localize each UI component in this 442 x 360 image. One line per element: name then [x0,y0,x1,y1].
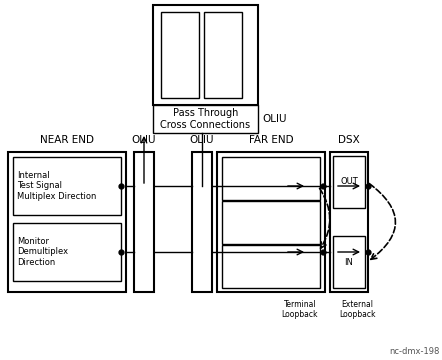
Text: Monitor
Demultiplex
Direction: Monitor Demultiplex Direction [17,237,68,267]
Text: FAR END: FAR END [249,135,293,145]
Bar [222,201,320,244]
Bar [333,156,365,208]
Text: Terminal
Loopback: Terminal Loopback [282,300,318,319]
Bar [134,152,154,292]
Bar [161,12,199,98]
Bar [222,245,320,288]
Bar [222,157,320,200]
Text: OLIU: OLIU [262,114,286,124]
Bar [153,5,258,105]
Bar [217,152,325,292]
Text: External
Loopback: External Loopback [339,300,375,319]
Bar [330,152,368,292]
Text: Pass Through
Cross Connections: Pass Through Cross Connections [160,108,251,130]
Bar [8,152,126,292]
Text: OUT: OUT [340,177,358,186]
Bar [204,12,242,98]
Text: IN: IN [345,258,354,267]
Text: OLIU: OLIU [190,135,214,145]
Bar [13,223,121,281]
Text: OLIU: OLIU [132,135,156,145]
Text: DSX: DSX [338,135,360,145]
Bar [192,152,212,292]
Text: nc-dmx-198: nc-dmx-198 [390,347,440,356]
Bar [13,157,121,215]
Text: NEAR END: NEAR END [40,135,94,145]
Text: Internal
Test Signal
Multiplex Direction: Internal Test Signal Multiplex Direction [17,171,96,201]
Bar [153,105,258,133]
Bar [333,236,365,288]
